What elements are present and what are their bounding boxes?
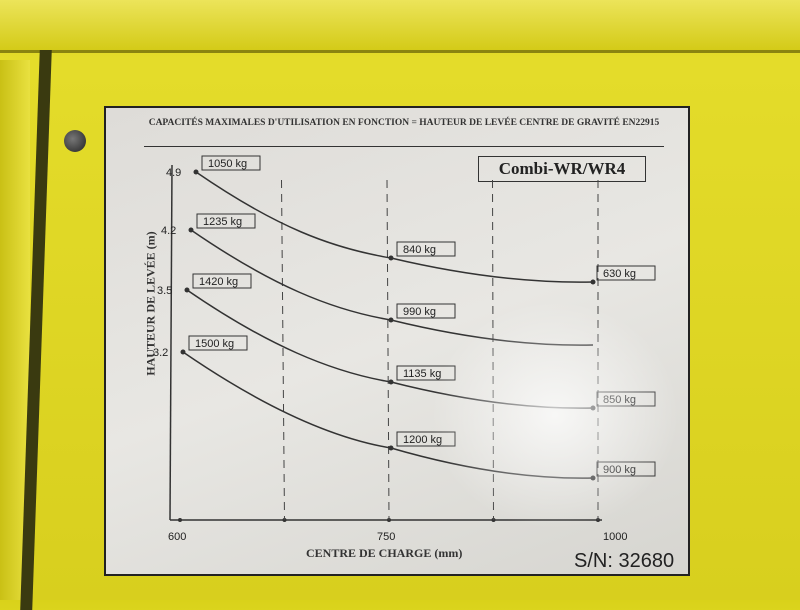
plate-header: CAPACITÉS MAXIMALES D'UTILISATION EN FON…	[148, 118, 660, 128]
header-divider	[144, 146, 664, 147]
machine-top-panel	[0, 0, 800, 53]
data-point	[388, 379, 394, 385]
data-point	[184, 287, 190, 293]
x-tick-label: 750	[377, 531, 395, 543]
x-tick-label: 1000	[603, 531, 627, 543]
data-point	[188, 227, 194, 233]
x-tick	[178, 518, 182, 522]
load-label: 840 kg	[403, 244, 436, 256]
load-label: 900 kg	[603, 464, 636, 476]
grid-line	[492, 179, 494, 521]
y-axis	[169, 164, 173, 521]
curve-3.2	[182, 351, 594, 479]
y-tick-label: 4.2	[161, 225, 176, 237]
load-label-box	[192, 273, 252, 289]
x-tick-label: 600	[168, 531, 186, 543]
load-label-box	[201, 155, 261, 171]
load-label: 1500 kg	[195, 338, 234, 350]
load-label-box	[188, 335, 248, 351]
load-label-box	[196, 213, 256, 229]
load-label-box	[596, 265, 656, 281]
load-label: 630 kg	[603, 268, 636, 280]
data-point	[590, 475, 596, 481]
grid-line	[386, 179, 390, 521]
x-axis-label: CENTRE DE CHARGE (mm)	[306, 546, 463, 560]
data-point	[590, 279, 596, 285]
data-point	[388, 255, 394, 261]
load-label: 1200 kg	[403, 434, 442, 446]
y-tick-label: 3.2	[153, 347, 168, 359]
data-point	[180, 349, 186, 355]
data-point	[388, 445, 394, 451]
load-label: 1420 kg	[199, 276, 238, 288]
model-label: Combi-WR/WR4	[478, 156, 646, 182]
y-tick-label: 3.5	[157, 285, 172, 297]
bolt	[64, 130, 86, 152]
curve-4.9	[195, 171, 594, 283]
data-point	[193, 169, 199, 175]
load-label: 1135 kg	[403, 368, 441, 380]
data-point	[388, 317, 394, 323]
y-tick-label: 4.9	[166, 167, 181, 179]
curve-3.5	[186, 289, 594, 409]
load-label: 1050 kg	[208, 158, 247, 170]
grid-line	[281, 179, 285, 521]
load-label: 1235 kg	[203, 216, 242, 228]
load-label: 850 kg	[603, 394, 636, 406]
serial-number: S/N: 32680	[574, 550, 675, 572]
load-label-box	[396, 241, 456, 257]
load-label: 990 kg	[403, 306, 436, 318]
data-point	[590, 405, 596, 411]
